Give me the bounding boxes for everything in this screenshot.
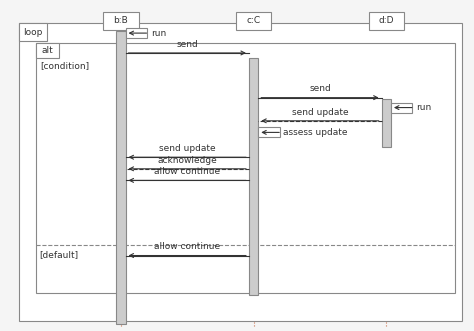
Bar [391, 103, 412, 113]
Text: allow continue: allow continue [154, 167, 220, 176]
Bar [19, 23, 47, 41]
Bar [258, 127, 280, 137]
Text: [default]: [default] [39, 250, 79, 259]
Text: [condition]: [condition] [40, 61, 90, 70]
Text: b:B: b:B [113, 16, 128, 25]
Bar [36, 43, 455, 293]
Bar [368, 12, 404, 30]
Bar [382, 99, 391, 147]
Text: allow continue: allow continue [154, 242, 220, 251]
Bar [249, 58, 258, 295]
Bar [126, 28, 147, 38]
Text: send update: send update [159, 144, 216, 153]
Text: loop: loop [24, 28, 43, 37]
Text: send update: send update [292, 108, 348, 117]
Text: c:C: c:C [246, 16, 261, 25]
Text: send: send [176, 40, 198, 49]
Text: assess update: assess update [283, 128, 348, 137]
Bar [236, 12, 271, 30]
Text: run: run [416, 103, 431, 112]
Bar [103, 12, 138, 30]
Text: acknowledge: acknowledge [157, 156, 217, 165]
Text: run: run [151, 28, 166, 38]
Text: send: send [309, 84, 331, 93]
Text: d:D: d:D [379, 16, 394, 25]
Bar [116, 31, 126, 324]
Bar [36, 43, 59, 58]
Text: alt: alt [42, 46, 53, 55]
